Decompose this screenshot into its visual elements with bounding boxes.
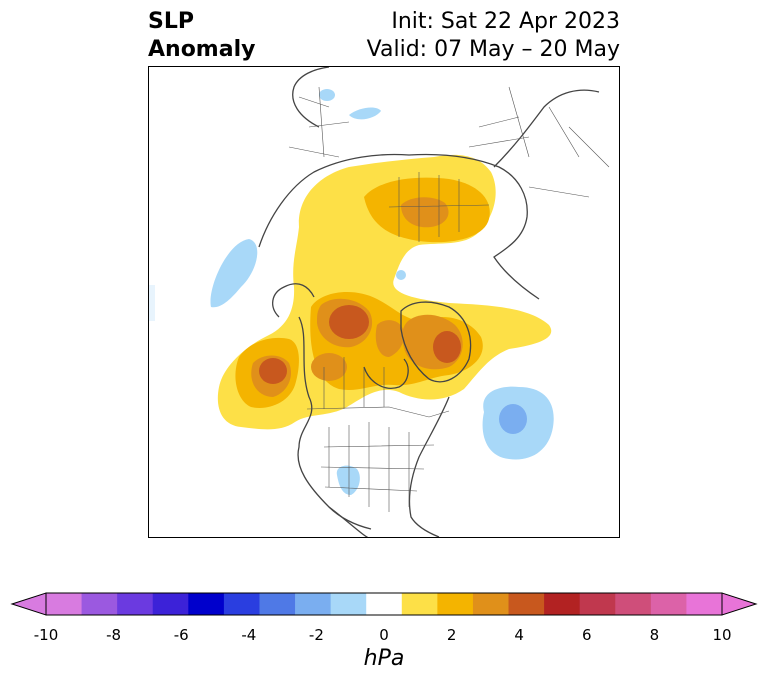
negative-anomaly-atlantic-core bbox=[499, 404, 527, 434]
colorbar-bin bbox=[686, 593, 723, 615]
negative-anomaly-sw-us bbox=[336, 465, 360, 495]
colorbar-tick-label: 4 bbox=[514, 626, 524, 644]
colorbar-bin bbox=[46, 593, 83, 615]
colorbar-tick-label: -8 bbox=[106, 626, 122, 644]
colorbar-bin bbox=[437, 593, 474, 615]
init-date: Init: Sat 22 Apr 2023 bbox=[391, 9, 620, 34]
colorbar-tick-label: -2 bbox=[308, 626, 324, 644]
colorbar-bin bbox=[259, 593, 296, 615]
map-dates: Init: Sat 22 Apr 2023 Valid: 07 May – 20… bbox=[367, 8, 620, 64]
europe-country-lines bbox=[288, 86, 350, 158]
negative-anomaly-edge bbox=[149, 285, 155, 321]
coastline-alaska bbox=[272, 283, 315, 318]
negative-anomaly-west-pacific bbox=[210, 239, 258, 308]
colorbar-unit: hPa bbox=[363, 646, 405, 671]
colorbar-bin bbox=[188, 593, 225, 615]
border-layer bbox=[288, 86, 610, 512]
positive-anomaly-canada-core bbox=[329, 305, 369, 339]
coastline-us-east bbox=[408, 396, 450, 537]
map-title: SLP Anomaly bbox=[148, 8, 255, 64]
colorbar-outline bbox=[45, 592, 723, 616]
colorbar bbox=[10, 592, 758, 616]
colorbar-bin bbox=[223, 593, 260, 615]
coastline-eurasia bbox=[258, 153, 540, 300]
russia-region-lines bbox=[388, 172, 490, 242]
colorbar-extend-min bbox=[10, 592, 47, 616]
us-canada-border bbox=[306, 406, 450, 418]
colorbar-tick-label: -4 bbox=[241, 626, 257, 644]
colorbar-extend-max bbox=[721, 592, 758, 616]
colorbar-tick-label: 2 bbox=[446, 626, 457, 644]
title-variable: SLP bbox=[148, 9, 194, 34]
coastline-hudson-bay bbox=[363, 358, 409, 389]
colorbar-tick-label: -6 bbox=[173, 626, 189, 644]
negative-anomaly-europe-small bbox=[319, 89, 335, 101]
colorbar-tick-label: -10 bbox=[33, 626, 59, 644]
negative-anomaly-central-asia bbox=[349, 107, 381, 120]
canada-province-lines bbox=[323, 357, 385, 409]
colorbar-bin bbox=[650, 593, 687, 615]
colorbar-bin bbox=[401, 593, 438, 615]
positive-anomaly-alaska-6 bbox=[311, 353, 347, 381]
coastline-mexico bbox=[328, 506, 372, 530]
colorbar-bin bbox=[579, 593, 616, 615]
positive-anomaly-siberia-6 bbox=[401, 197, 449, 228]
positive-anomaly-ne-pacific-core bbox=[259, 358, 287, 384]
valid-range: Valid: 07 May – 20 May bbox=[366, 37, 620, 62]
colorbar-bin bbox=[472, 593, 510, 615]
asia-country-lines bbox=[468, 86, 610, 198]
colorbar-tick-label: 10 bbox=[712, 626, 732, 644]
colorbar-bin bbox=[117, 593, 154, 615]
colorbar-tick-label: 8 bbox=[649, 626, 660, 644]
map-panel bbox=[148, 66, 620, 538]
positive-anomaly-greenland-core bbox=[433, 331, 461, 363]
colorbar-tick-label: 6 bbox=[582, 626, 592, 644]
colorbar-bin bbox=[508, 593, 545, 615]
colorbar-bin bbox=[152, 593, 189, 615]
coastline-asia-east bbox=[493, 89, 600, 168]
us-state-lines bbox=[320, 422, 435, 512]
negative-anomaly-arctic-small bbox=[396, 270, 406, 280]
colorbar-bin bbox=[544, 593, 581, 615]
title-field: Anomaly bbox=[148, 37, 256, 62]
colorbar-tick-label: 0 bbox=[379, 626, 389, 644]
colorbar-bin bbox=[615, 593, 652, 615]
colorbar-bin bbox=[295, 593, 332, 615]
colorbar-bin bbox=[330, 593, 367, 615]
coastline-layer bbox=[258, 67, 600, 537]
anomaly-map bbox=[149, 67, 610, 537]
positive-anomaly-baffin-6 bbox=[375, 320, 405, 357]
colorbar-bins bbox=[46, 593, 723, 615]
coastline-europe bbox=[292, 67, 330, 128]
colorbar-bin bbox=[366, 593, 403, 615]
coastline-greenland bbox=[400, 301, 472, 383]
colorbar-bin bbox=[81, 593, 118, 615]
